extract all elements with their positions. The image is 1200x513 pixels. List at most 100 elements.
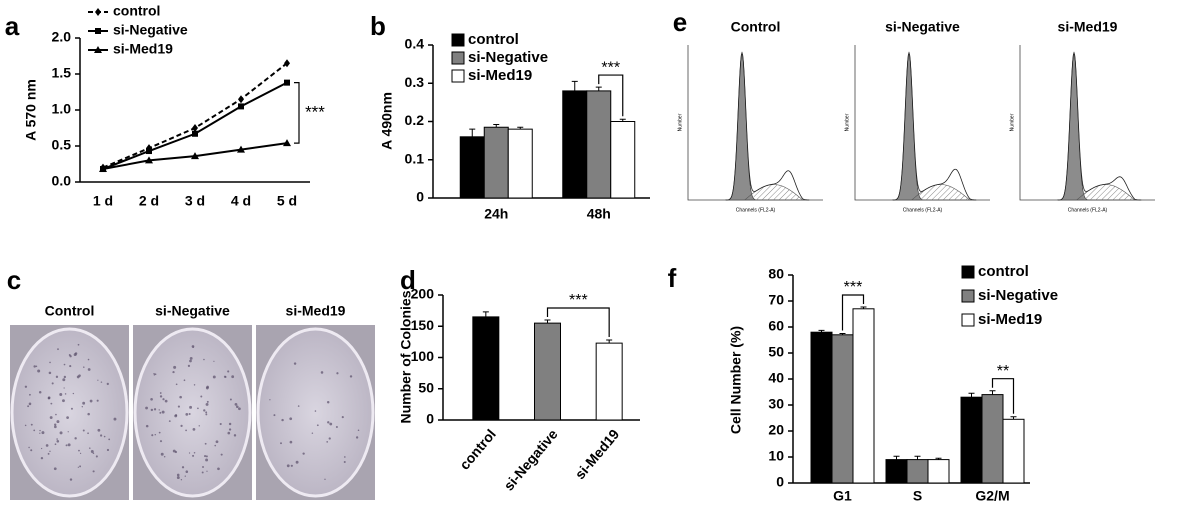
colony	[205, 411, 208, 414]
colony	[161, 410, 165, 414]
x-axis-label: Channels (FL2-A)	[903, 207, 943, 213]
colony	[41, 447, 43, 450]
colony	[49, 361, 51, 364]
colony	[89, 447, 91, 449]
colony	[81, 406, 83, 408]
colony	[212, 375, 216, 379]
colony	[328, 437, 331, 440]
colony	[219, 422, 222, 426]
colony	[89, 399, 93, 403]
bar	[885, 459, 908, 484]
fit-curve	[892, 51, 976, 201]
y-axis-label: A 490nm	[379, 92, 395, 150]
colony	[184, 475, 186, 477]
x-tick-label: 24h	[484, 206, 508, 222]
colony	[49, 450, 51, 453]
g1-peak	[725, 51, 810, 201]
colony	[87, 412, 90, 416]
colony	[99, 434, 103, 437]
colony	[37, 369, 41, 373]
colony	[193, 384, 196, 386]
panel-label: d	[400, 265, 416, 295]
marker	[192, 124, 198, 132]
significance-label: ***	[305, 102, 325, 121]
colony	[30, 449, 33, 452]
y-tick-label: 0.0	[52, 173, 72, 189]
panel-label: c	[7, 265, 21, 295]
colony	[97, 428, 101, 432]
colony	[70, 407, 73, 410]
colony	[163, 455, 166, 458]
colony	[24, 424, 27, 427]
colony	[63, 387, 65, 389]
bar	[586, 90, 612, 199]
bar	[852, 308, 875, 484]
legend-marker	[95, 8, 101, 16]
legend-swatch	[451, 51, 465, 65]
colony	[73, 353, 77, 357]
colony	[79, 452, 82, 454]
colony	[57, 348, 59, 351]
colony	[69, 478, 73, 481]
error-bar	[544, 319, 551, 324]
colony	[201, 471, 204, 474]
bar	[960, 396, 983, 484]
colony	[206, 470, 208, 472]
colony	[189, 405, 193, 409]
legend-label: si-Med19	[978, 311, 1042, 328]
colony	[344, 456, 346, 458]
colony	[87, 358, 90, 361]
bar	[831, 334, 854, 484]
colony	[66, 416, 69, 419]
colony	[62, 399, 65, 403]
colony	[187, 364, 191, 368]
colony	[326, 401, 330, 404]
colony	[162, 398, 165, 401]
colony	[302, 452, 305, 455]
y-tick-label: 50	[418, 379, 434, 395]
error-bar	[935, 457, 942, 460]
colony	[233, 434, 237, 437]
colony	[227, 370, 230, 373]
x-tick-label: 4 d	[231, 193, 251, 209]
colony	[54, 425, 57, 429]
y-axis-label: Number	[677, 113, 683, 131]
colony	[341, 416, 344, 419]
y-tick-label: 60	[768, 318, 784, 334]
colony	[189, 356, 193, 360]
significance-bracket	[546, 307, 610, 337]
colony	[205, 413, 208, 416]
colony	[154, 433, 157, 436]
colony	[145, 406, 148, 410]
marker	[99, 165, 107, 173]
colony	[213, 360, 215, 362]
x-tick-label: si-Med19	[572, 426, 623, 482]
colony	[145, 424, 149, 428]
y-tick-label: 10	[768, 448, 784, 464]
legend-swatch	[961, 265, 975, 279]
y-axis-label: Number of Colonies	[398, 290, 414, 423]
colony	[68, 353, 71, 356]
colony	[231, 375, 235, 379]
colony	[329, 422, 333, 426]
panel-label: a	[5, 11, 20, 41]
colony	[83, 366, 85, 368]
colony	[150, 408, 154, 412]
error-bar	[493, 124, 500, 128]
colony	[202, 466, 204, 468]
legend-swatch	[451, 69, 465, 83]
y-tick-label: 1.0	[52, 101, 72, 117]
image-title: si-Med19	[286, 303, 346, 319]
colony	[197, 407, 199, 410]
panel-label: b	[370, 11, 386, 41]
colony	[180, 424, 183, 428]
error-bar	[968, 392, 975, 398]
colony	[335, 426, 338, 429]
error-bar	[893, 455, 900, 460]
colony	[77, 343, 80, 346]
fit-curve	[1057, 51, 1141, 201]
error-bar	[860, 306, 867, 309]
colony	[168, 420, 171, 423]
colony	[38, 390, 42, 394]
colony	[336, 372, 339, 375]
